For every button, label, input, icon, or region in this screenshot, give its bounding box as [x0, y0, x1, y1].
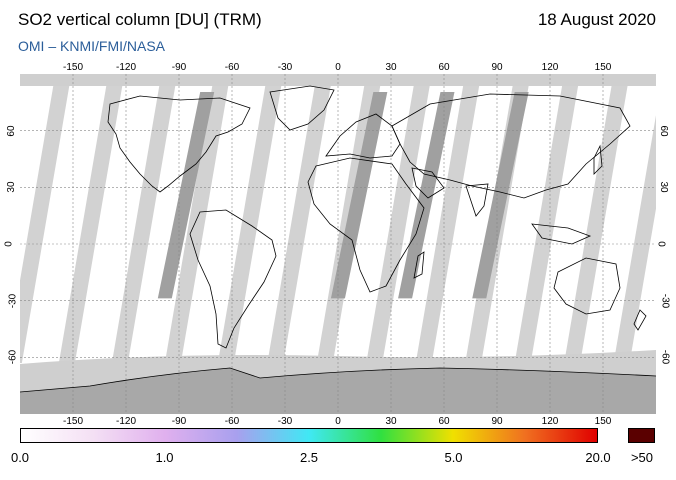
- lat-tick-label: 0: [655, 241, 667, 247]
- lat-tick-label: 60: [658, 125, 670, 137]
- coast-asia: [391, 93, 631, 199]
- lat-tick-label: -30: [7, 293, 19, 308]
- lon-tick-label: -60: [224, 416, 240, 427]
- orbit-swaths: [20, 74, 656, 363]
- swath-dark: [398, 92, 455, 299]
- lat-tick-label: 30: [6, 181, 18, 193]
- swath-gap: [564, 74, 630, 363]
- map-date: 18 August 2020: [537, 10, 656, 29]
- coast-madagascar: [413, 251, 425, 279]
- coast-south-america: [189, 209, 277, 349]
- lon-tick-label: 150: [594, 416, 612, 427]
- lat-tick-label: -30: [659, 293, 671, 308]
- lon-tick-label: 60: [438, 416, 450, 427]
- lon-tick-label: 150: [594, 62, 612, 73]
- coastlines: [20, 85, 656, 393]
- coast-arabia: [411, 167, 445, 199]
- swath-gap: [415, 74, 482, 363]
- so2-world-map: [20, 74, 656, 414]
- lon-tick-label: -30: [277, 416, 293, 427]
- swath-gap: [366, 74, 432, 363]
- swath-gap: [111, 74, 178, 363]
- swath-dark: [472, 92, 529, 299]
- map-title: SO2 vertical column [DU] (TRM): [18, 10, 262, 29]
- lat-tick-label: 0: [3, 241, 15, 247]
- data-credit: OMI – KNMI/FMI/NASA: [18, 38, 166, 54]
- colorbar-tick-label: 0.0: [10, 450, 30, 465]
- lon-tick-label: -150: [62, 62, 84, 73]
- lon-tick-label: 0: [335, 62, 341, 73]
- lon-tick-label: -60: [224, 62, 240, 73]
- lon-tick-label: -120: [115, 62, 137, 73]
- lon-tick-label: -120: [115, 416, 137, 427]
- colorbar-over-box: [628, 428, 655, 443]
- swath-gap: [20, 74, 72, 363]
- coast-japan: [593, 144, 603, 175]
- coast-new-zealand: [633, 309, 647, 331]
- lon-tick-label: 60: [438, 62, 450, 73]
- coast-antarctica: [20, 367, 656, 393]
- swath-gap: [613, 115, 656, 363]
- coast-india: [465, 183, 489, 217]
- lon-tick-label: -150: [62, 416, 84, 427]
- lon-tick-label: 90: [491, 62, 503, 73]
- colorbar-tick-label: 20.0: [585, 450, 611, 465]
- lon-tick-label: 30: [385, 416, 397, 427]
- swath-gap: [164, 74, 231, 363]
- swath-gap: [217, 74, 284, 363]
- colorbar-tick-label: 1.0: [155, 450, 174, 465]
- lon-tick-label: 120: [541, 62, 559, 73]
- colorbar-over-label: >50: [630, 450, 654, 465]
- lon-tick-label: 90: [491, 416, 503, 427]
- lat-tick-label: 30: [658, 181, 670, 193]
- coast-australia: [553, 257, 621, 315]
- colorbar-tick-label: 5.0: [444, 450, 463, 465]
- lon-tick-label: -90: [171, 62, 187, 73]
- swath-gap: [514, 74, 581, 363]
- graticule-lines: [20, 74, 656, 414]
- lat-tick-label: -60: [659, 350, 671, 365]
- lon-tick-label: 0: [335, 416, 341, 427]
- lon-tick-label: -30: [277, 62, 293, 73]
- swath-dark: [157, 92, 215, 299]
- swath-gap: [58, 74, 125, 363]
- lon-tick-label: 120: [541, 416, 559, 427]
- lon-tick-label: -90: [171, 416, 187, 427]
- colorbar: [20, 428, 598, 443]
- coast-north-america: [107, 95, 251, 193]
- lon-tick-label: 30: [385, 62, 397, 73]
- swath-dark: [330, 92, 388, 299]
- coast-indonesia: [531, 223, 592, 245]
- coast-greenland: [269, 85, 335, 131]
- colorbar-tick-label: 2.5: [299, 450, 319, 465]
- lat-tick-label: -60: [7, 350, 19, 365]
- lat-tick-label: 60: [6, 125, 18, 137]
- coast-africa: [307, 157, 425, 293]
- swath-gap: [267, 74, 333, 363]
